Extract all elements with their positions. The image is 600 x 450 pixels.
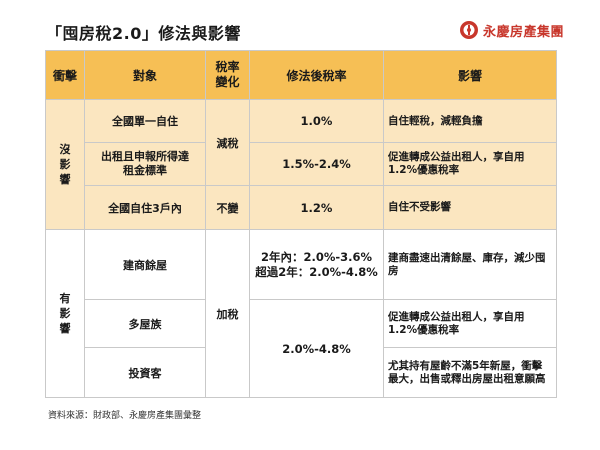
- header-new-rate: 修法後稅率: [249, 50, 384, 100]
- effect-cell: 促進轉成公益出租人，享自用1.2%優惠稅率: [383, 142, 557, 186]
- header-rate-change: 稅率變化: [205, 50, 250, 100]
- page-title: 「囤房稅2.0」修法與影響: [46, 24, 241, 43]
- table-row: 出租且申報所得達租金標準 1.5%-2.4% 促進轉成公益出租人，享自用1.2%…: [45, 142, 557, 186]
- target-cell: 出租且申報所得達租金標準: [84, 142, 206, 186]
- table-row: 有影響 建商餘屋 加稅 2年內：2.0%-3.6% 超過2年：2.0%-4.8%…: [45, 229, 557, 398]
- section-impact-label: 有影響: [45, 229, 85, 398]
- effect-text: 促進轉成公益出租人，享自用1.2%優惠稅率: [388, 310, 525, 336]
- tax-reform-table: 衝擊 對象 稅率變化 修法後稅率 影響 沒影響 全國單一自住 減稅 1.0% 自…: [45, 50, 557, 398]
- target-cell: 全國單一自住: [84, 99, 206, 143]
- effect-cell: 尤其持有屋齡不滿5年新屋，衝擊最大，出售或釋出房屋出租意願高: [383, 347, 557, 398]
- rate-change-cell: 不變: [205, 185, 250, 230]
- new-rate-cell: 1.2%: [249, 185, 384, 230]
- new-rate-line: 2年內：2.0%-3.6%: [260, 249, 373, 264]
- rate-change-cell: 加稅: [205, 229, 250, 398]
- section-no-impact-label: 沒影響: [45, 99, 85, 230]
- table-row: 全國自住3戶內 不變 1.2% 自住不受影響: [45, 185, 557, 230]
- rate-change-cell: 減稅: [205, 99, 250, 186]
- target-text: 出租且申報所得達租金標準: [101, 150, 189, 177]
- impact-label-text: 有影響: [59, 292, 71, 335]
- effect-text: 促進轉成公益出租人，享自用1.2%優惠稅率: [388, 151, 525, 176]
- effect-cell: 自住不受影響: [383, 185, 557, 230]
- table-row: 沒影響 全國單一自住 減稅 1.0% 自住輕稅，減輕負擔: [45, 99, 557, 230]
- brand-logo: 永慶房產集團: [459, 20, 564, 40]
- new-rate-cell: 1.0%: [249, 99, 384, 143]
- header-effect: 影響: [383, 50, 557, 100]
- new-rate-cell: 2年內：2.0%-3.6% 超過2年：2.0%-4.8%: [249, 229, 384, 300]
- header-impact-level: 衝擊: [45, 50, 85, 100]
- target-cell: 投資客: [84, 347, 206, 398]
- effect-cell: 建商盡速出清餘屋、庫存，減少囤房: [383, 229, 557, 300]
- target-cell: 多屋族: [84, 299, 206, 348]
- header-target: 對象: [84, 50, 206, 100]
- effect-cell: 促進轉成公益出租人，享自用1.2%優惠稅率: [383, 299, 557, 348]
- header-row: 衝擊 對象 稅率變化 修法後稅率 影響: [45, 50, 557, 100]
- new-rate-cell: 1.5%-2.4%: [249, 142, 384, 186]
- source-note: 資料來源：財政部、永慶房產集團彙整: [48, 411, 202, 421]
- effect-cell: 自住輕稅，減輕負擔: [383, 99, 557, 143]
- table-row: 多屋族 2.0%-4.8% 促進轉成公益出租人，享自用1.2%優惠稅率: [45, 299, 557, 398]
- effect-text: 建商盡速出清餘屋、庫存，減少囤房: [388, 251, 546, 277]
- yungching-logo-icon: [459, 21, 478, 39]
- logo-text: 永慶房產集團: [482, 24, 564, 40]
- new-rate-line: 超過2年：2.0%-4.8%: [255, 264, 378, 279]
- target-cell: 全國自住3戶內: [84, 185, 206, 230]
- target-cell: 建商餘屋: [84, 229, 206, 300]
- no-impact-label-text: 沒影響: [59, 143, 71, 186]
- header-rate-change-label: 稅率變化: [215, 60, 240, 89]
- effect-text: 尤其持有屋齡不滿5年新屋，衝擊最大，出售或釋出房屋出租意願高: [388, 359, 546, 385]
- new-rate-cell: 2.0%-4.8%: [249, 299, 384, 398]
